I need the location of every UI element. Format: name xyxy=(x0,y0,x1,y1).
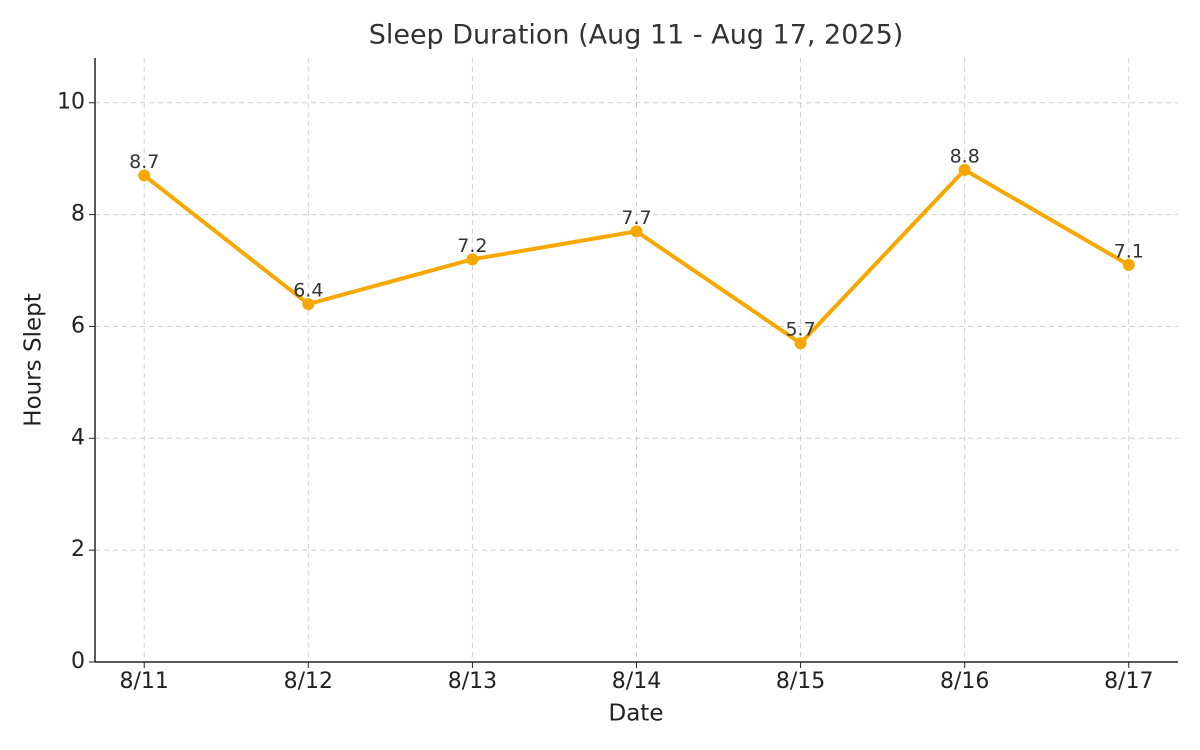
y-axis-label: Hours Slept xyxy=(21,293,47,426)
point xyxy=(1122,258,1135,271)
x-tick-label: 8/17 xyxy=(1104,669,1153,694)
value-label: 6.4 xyxy=(293,280,323,302)
y-tick-label: 6 xyxy=(71,313,85,338)
x-axis-label: Date xyxy=(609,701,664,727)
point xyxy=(630,225,643,238)
point xyxy=(138,169,151,182)
x-tick-label: 8/15 xyxy=(776,669,825,694)
chart-title: Sleep Duration (Aug 11 - Aug 17, 2025) xyxy=(369,20,904,51)
value-label: 8.7 xyxy=(129,151,159,173)
y-tick-label: 0 xyxy=(71,649,85,674)
y-tick-label: 10 xyxy=(57,90,85,115)
point xyxy=(794,337,807,350)
x-tick-label: 8/16 xyxy=(940,669,989,694)
x-tick-label: 8/13 xyxy=(448,669,497,694)
value-label: 5.7 xyxy=(785,319,815,341)
x-tick-label: 8/14 xyxy=(612,669,661,694)
value-label: 7.7 xyxy=(621,207,651,229)
y-tick-label: 4 xyxy=(71,425,85,450)
point xyxy=(466,253,479,266)
value-label: 8.8 xyxy=(950,145,980,167)
value-label: 7.2 xyxy=(457,235,487,257)
point xyxy=(958,163,971,176)
y-tick-label: 2 xyxy=(71,537,85,562)
value-label: 7.1 xyxy=(1114,240,1144,262)
x-tick-label: 8/12 xyxy=(284,669,333,694)
y-tick-label: 8 xyxy=(71,202,85,227)
x-tick-label: 8/11 xyxy=(120,669,169,694)
point xyxy=(302,298,315,311)
